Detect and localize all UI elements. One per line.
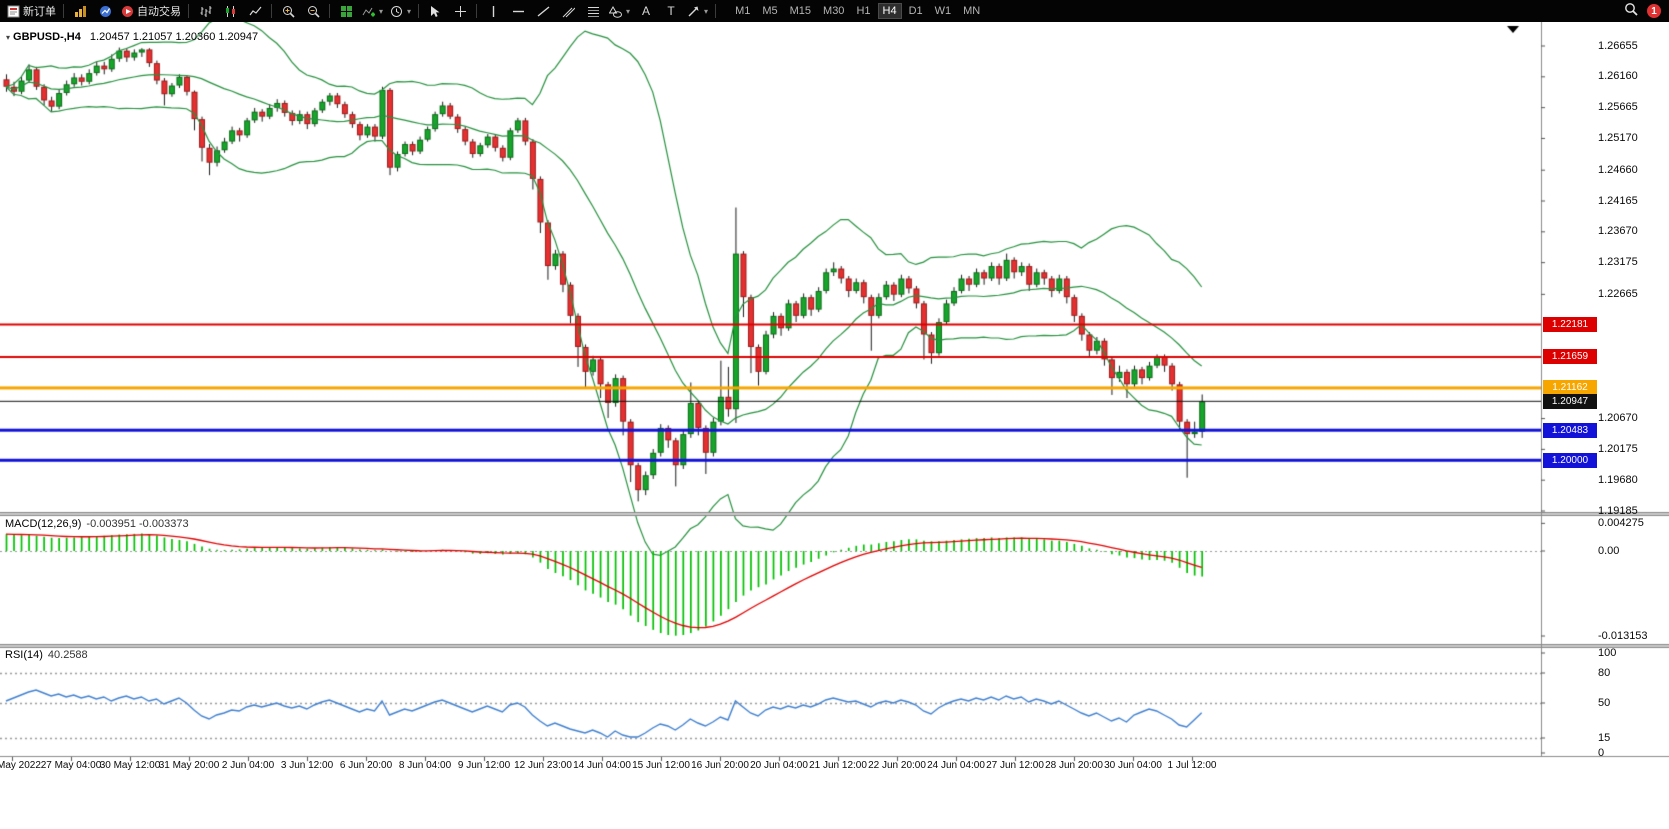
candlestick-chart-icon bbox=[225, 5, 235, 17]
zoom-in-button[interactable] bbox=[276, 2, 300, 20]
toolbar-separator bbox=[476, 4, 478, 18]
search-icon bbox=[1625, 2, 1638, 16]
shapes-button[interactable]: ▾ bbox=[606, 2, 633, 20]
timeframes-menu-button[interactable]: ▾ bbox=[387, 2, 414, 20]
trendline-button[interactable] bbox=[531, 2, 555, 20]
timeframe-m5-button[interactable]: M5 bbox=[762, 5, 778, 17]
trendline-icon bbox=[537, 5, 549, 17]
timeframe-d1-button[interactable]: D1 bbox=[908, 5, 923, 17]
text-icon: A bbox=[642, 4, 651, 18]
auto-trading-label: 自动交易 bbox=[137, 6, 181, 18]
indicators-button[interactable]: ▾ bbox=[359, 2, 386, 20]
fibonacci-button[interactable] bbox=[581, 2, 605, 20]
timeframe-w1-button[interactable]: W1 bbox=[934, 5, 952, 17]
timeframe-h1-button[interactable]: H1 bbox=[856, 5, 871, 17]
arrow-icon bbox=[688, 6, 699, 16]
charts-button[interactable] bbox=[68, 2, 92, 20]
timeframe-m15-button[interactable]: M15 bbox=[789, 5, 812, 17]
cursor-icon bbox=[431, 5, 440, 17]
tile-windows-button[interactable] bbox=[334, 2, 358, 20]
toolbar-separator bbox=[418, 4, 420, 18]
timeframe-buttons: M1 M5 M15 M30 H1 H4 D1 W1 MN bbox=[730, 3, 985, 19]
toolbar-right: 1 bbox=[1624, 2, 1665, 21]
vertical-line-button[interactable] bbox=[481, 2, 505, 20]
crosshair-icon bbox=[454, 5, 466, 17]
market-watch-icon bbox=[99, 5, 111, 17]
indicators-icon bbox=[362, 7, 375, 16]
channel-icon bbox=[562, 7, 575, 17]
candlestick-chart-button[interactable] bbox=[218, 2, 242, 20]
bar-chart-button[interactable] bbox=[193, 2, 217, 20]
label-button[interactable]: T bbox=[659, 2, 683, 20]
new-order-label: 新订单 bbox=[23, 6, 56, 18]
channel-button[interactable] bbox=[556, 2, 580, 20]
cursor-button[interactable] bbox=[423, 2, 447, 20]
line-chart-icon bbox=[249, 6, 261, 15]
tile-windows-icon bbox=[340, 5, 352, 17]
horizontal-line-icon bbox=[512, 10, 524, 12]
bar-chart-icon bbox=[200, 5, 211, 17]
toolbar-separator bbox=[271, 4, 272, 18]
arrows-button[interactable]: ▾ bbox=[684, 2, 711, 20]
zoom-out-button[interactable] bbox=[301, 2, 325, 20]
zoom-out-icon bbox=[307, 5, 320, 18]
fibonacci-icon bbox=[587, 6, 599, 17]
chevron-down-icon: ▾ bbox=[379, 6, 384, 16]
auto-trading-button[interactable]: 自动交易 bbox=[118, 2, 184, 20]
crosshair-button[interactable] bbox=[448, 2, 472, 20]
timeframe-m1-button[interactable]: M1 bbox=[735, 5, 751, 17]
market-watch-button[interactable] bbox=[93, 2, 117, 20]
new-order-button[interactable]: 新订单 bbox=[4, 2, 59, 20]
timeframe-h4-button[interactable]: H4 bbox=[877, 3, 902, 19]
text-button[interactable]: A bbox=[634, 2, 658, 20]
search-button[interactable] bbox=[1624, 2, 1638, 21]
auto-trading-icon bbox=[121, 5, 134, 18]
toolbar-separator bbox=[63, 4, 64, 18]
price-chart-canvas[interactable] bbox=[0, 22, 1669, 829]
toolbar: 新订单 自动交易 ▾ ▾ bbox=[0, 0, 1669, 22]
chevron-down-icon: ▾ bbox=[704, 6, 709, 16]
clock-icon bbox=[391, 5, 403, 17]
toolbar-separator bbox=[715, 4, 717, 18]
vertical-line-icon bbox=[492, 5, 494, 17]
new-order-icon bbox=[7, 5, 20, 18]
toolbar-separator bbox=[188, 4, 189, 18]
timeframe-m30-button[interactable]: M30 bbox=[823, 5, 845, 17]
notification-badge[interactable]: 1 bbox=[1647, 4, 1661, 18]
line-chart-button[interactable] bbox=[243, 2, 267, 20]
horizontal-line-button[interactable] bbox=[506, 2, 530, 20]
charts-icon bbox=[74, 5, 86, 17]
label-icon: T bbox=[667, 4, 675, 18]
chevron-down-icon: ▾ bbox=[626, 6, 631, 16]
toolbar-separator bbox=[329, 4, 330, 18]
zoom-in-icon bbox=[282, 5, 295, 18]
chevron-down-icon: ▾ bbox=[407, 6, 412, 16]
timeframe-mn-button[interactable]: MN bbox=[963, 5, 981, 17]
shapes-icon bbox=[609, 5, 623, 18]
